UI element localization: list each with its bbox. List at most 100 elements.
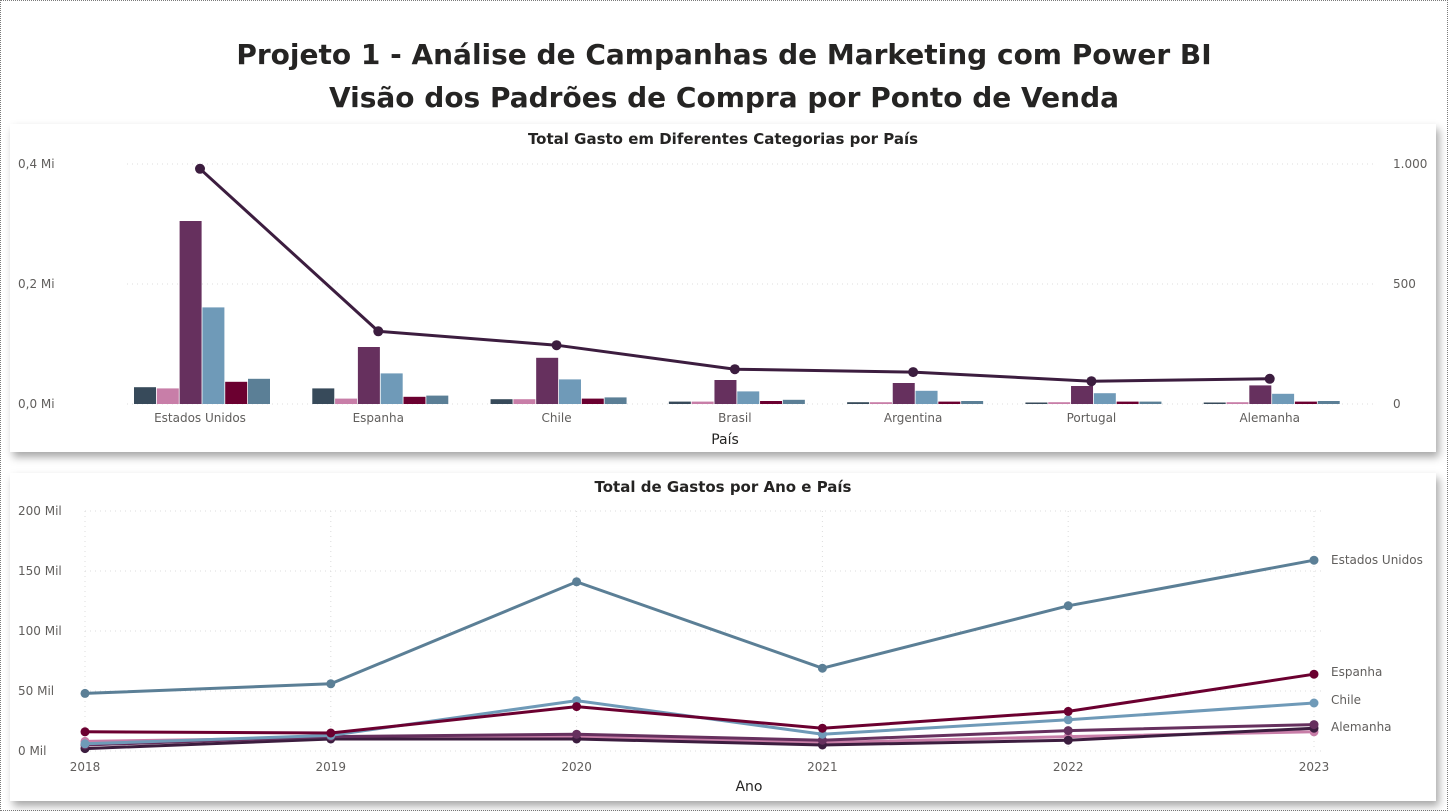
bar[interactable]	[426, 395, 449, 404]
line-point[interactable]	[729, 364, 740, 375]
line-point[interactable]	[326, 679, 336, 689]
bar[interactable]	[1249, 385, 1272, 404]
line-point[interactable]	[326, 728, 336, 738]
line-point[interactable]	[572, 702, 582, 712]
line-point[interactable]	[1063, 715, 1073, 725]
line-point[interactable]	[817, 663, 827, 673]
bar[interactable]	[869, 402, 892, 404]
line-point[interactable]	[572, 577, 582, 587]
bar[interactable]	[604, 397, 627, 404]
bar[interactable]	[403, 396, 426, 404]
y-tick-label: 150 Mil	[18, 564, 62, 578]
bar[interactable]	[782, 399, 805, 404]
yearly-spend-chart-card[interactable]: Total de Gastos por Ano e País 0 Mil 50 Mi…	[10, 473, 1436, 801]
line-point[interactable]	[551, 340, 562, 351]
bar[interactable]	[1294, 401, 1317, 404]
bar[interactable]	[1048, 402, 1071, 404]
line-point[interactable]	[80, 727, 90, 737]
line-point[interactable]	[1309, 698, 1319, 708]
x-tick-label: 2022	[1053, 760, 1084, 774]
line-point[interactable]	[80, 739, 90, 749]
bar[interactable]	[892, 383, 915, 404]
y-tick-label: 0,4 Mi	[18, 157, 55, 171]
bar[interactable]	[961, 401, 984, 404]
line-point[interactable]	[1309, 669, 1319, 679]
chart-title: Total de Gastos por Ano e País	[595, 478, 852, 496]
bar[interactable]	[1116, 401, 1139, 404]
bar[interactable]	[1317, 401, 1340, 404]
country-category-chart[interactable]: Total Gasto em Diferentes Categorias por…	[10, 124, 1436, 452]
bar[interactable]	[335, 398, 358, 404]
x-tick-label: Alemanha	[1239, 411, 1300, 425]
line-point[interactable]	[80, 688, 90, 698]
bar[interactable]	[1071, 386, 1094, 404]
line-point[interactable]	[1063, 726, 1073, 736]
line-point[interactable]	[572, 729, 582, 739]
bar[interactable]	[558, 379, 581, 404]
bar[interactable]	[1139, 401, 1162, 404]
line-point[interactable]	[373, 326, 384, 337]
country-category-chart-card[interactable]: Total Gasto em Diferentes Categorias por…	[10, 124, 1436, 452]
bar[interactable]	[581, 398, 604, 404]
line-point[interactable]	[817, 723, 827, 733]
x-tick-label: 2020	[561, 760, 592, 774]
bar[interactable]	[1226, 402, 1249, 404]
bar[interactable]	[760, 401, 783, 404]
bar[interactable]	[1272, 393, 1295, 404]
line-point[interactable]	[908, 367, 919, 378]
bar[interactable]	[380, 373, 403, 404]
bar[interactable]	[134, 387, 156, 404]
x-axis-title: País	[711, 432, 739, 448]
y-tick-label: 200 Mil	[18, 504, 62, 518]
y-tick-label: 0,2 Mi	[18, 277, 55, 291]
y2-tick-label: 500	[1393, 277, 1416, 291]
bar[interactable]	[179, 221, 202, 404]
bar[interactable]	[938, 401, 961, 404]
bar[interactable]	[490, 399, 513, 404]
line-series	[84, 558, 1315, 695]
line-point[interactable]	[1063, 601, 1073, 611]
chart-title: Total Gasto em Diferentes Categorias por…	[528, 130, 918, 148]
x-tick-label: Argentina	[884, 411, 943, 425]
report-title-line1: Projeto 1 - Análise de Campanhas de Mark…	[236, 38, 1212, 71]
x-tick-label: Brasil	[718, 411, 751, 425]
bar[interactable]	[225, 381, 248, 404]
x-tick-label: 2021	[807, 760, 838, 774]
line-point[interactable]	[1063, 735, 1073, 745]
line-point[interactable]	[1309, 720, 1319, 730]
bar[interactable]	[691, 401, 714, 404]
bar[interactable]	[536, 357, 559, 404]
line-point[interactable]	[1264, 373, 1275, 384]
y-tick-label: 50 Mil	[18, 684, 54, 698]
bar[interactable]	[668, 401, 691, 404]
x-tick-label: 2023	[1299, 760, 1330, 774]
x-tick-label: Estados Unidos	[154, 411, 246, 425]
bar[interactable]	[847, 402, 870, 404]
series-label: Espanha	[1331, 665, 1382, 679]
y-tick-label: 100 Mil	[18, 624, 62, 638]
bar[interactable]	[202, 307, 225, 404]
bar[interactable]	[357, 347, 380, 404]
report-title-line2: Visão dos Padrões de Compra por Ponto de…	[328, 81, 1120, 114]
bar[interactable]	[1093, 393, 1116, 404]
series-label: Alemanha	[1331, 720, 1392, 734]
line-point[interactable]	[195, 163, 205, 174]
x-axis-title: Ano	[735, 779, 762, 795]
yearly-spend-chart[interactable]: Total de Gastos por Ano e País 0 Mil 50 Mi…	[10, 473, 1436, 801]
x-tick-label: Espanha	[353, 411, 404, 425]
bar[interactable]	[513, 399, 536, 404]
bar[interactable]	[915, 390, 938, 404]
line-point[interactable]	[1063, 706, 1073, 716]
bar[interactable]	[156, 388, 179, 404]
line-point[interactable]	[1309, 555, 1319, 565]
line-point[interactable]	[1086, 376, 1097, 387]
bar[interactable]	[1203, 402, 1226, 405]
bar[interactable]	[737, 391, 760, 404]
bar[interactable]	[1025, 402, 1048, 405]
bar[interactable]	[248, 378, 270, 404]
bar[interactable]	[312, 388, 335, 404]
y-tick-label: 0,0 Mi	[18, 397, 55, 411]
y2-tick-label: 1.000	[1393, 157, 1427, 171]
x-tick-label: Chile	[542, 411, 572, 425]
bar[interactable]	[714, 380, 737, 404]
